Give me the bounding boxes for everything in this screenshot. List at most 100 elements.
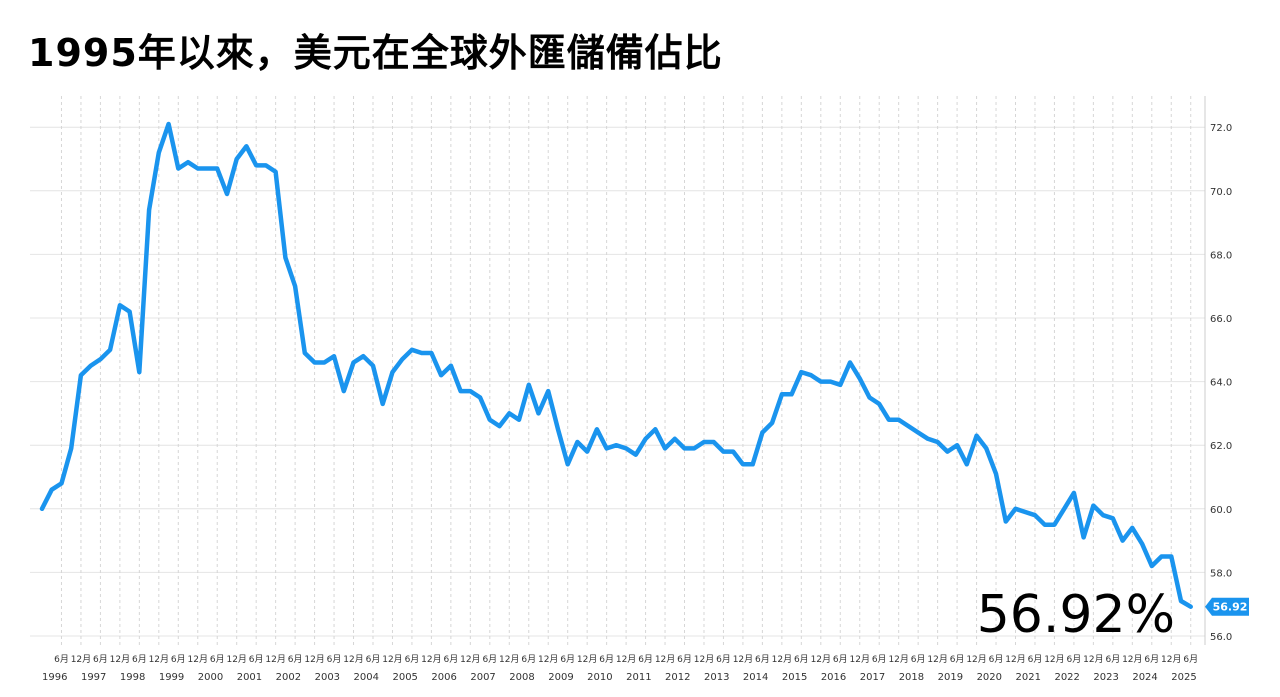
data-point xyxy=(731,450,735,454)
data-point xyxy=(1130,526,1134,530)
data-point xyxy=(653,427,657,431)
data-point xyxy=(975,434,979,438)
x-year-label: 2006 xyxy=(431,672,456,683)
data-point xyxy=(556,427,560,431)
data-point xyxy=(79,373,83,377)
data-point xyxy=(235,157,239,161)
data-point xyxy=(683,446,686,450)
data-point xyxy=(50,488,54,492)
y-tick-label: 66.0 xyxy=(1210,314,1232,325)
data-point xyxy=(69,446,73,450)
axis-layer: 56.058.060.062.064.066.068.070.072.06月 12… xyxy=(42,96,1232,683)
x-month-label: 6月 xyxy=(989,654,1004,665)
data-point xyxy=(916,431,920,434)
data-point xyxy=(293,284,297,288)
data-point xyxy=(381,402,385,406)
data-point xyxy=(507,411,511,415)
label-layer: 56.92% 56.92 xyxy=(977,585,1249,645)
data-point xyxy=(498,424,501,428)
x-month-label: 12月 xyxy=(616,654,636,665)
x-month-label: 12月 xyxy=(927,654,947,665)
x-month-label: 6月 xyxy=(1028,654,1043,665)
x-month-label: 12月 xyxy=(382,654,402,665)
x-month-label: 12月 xyxy=(304,654,324,665)
x-month-label: 6月 xyxy=(833,654,848,665)
data-point xyxy=(147,208,151,212)
data-point xyxy=(420,351,424,355)
data-point xyxy=(819,380,823,384)
data-point xyxy=(468,389,472,393)
y-tick-label: 60.0 xyxy=(1210,505,1232,516)
data-point xyxy=(118,303,122,307)
x-month-label: 12月 xyxy=(421,654,441,665)
x-month-label: 6月 xyxy=(171,654,186,665)
data-point xyxy=(361,354,365,358)
x-month-label: 6月 xyxy=(482,654,497,665)
y-tick-label: 56.0 xyxy=(1210,632,1232,643)
line-layer xyxy=(39,121,1193,609)
x-month-label: 12月 xyxy=(343,654,363,665)
data-point xyxy=(1160,555,1163,558)
x-year-label: 2005 xyxy=(392,672,417,683)
x-year-label: 2025 xyxy=(1171,672,1196,683)
data-point xyxy=(546,389,550,393)
data-point xyxy=(780,392,784,396)
data-point xyxy=(517,418,521,422)
x-month-label: 12月 xyxy=(888,654,908,665)
x-year-label: 2009 xyxy=(548,672,573,683)
x-month-label: 6月 xyxy=(444,654,459,665)
data-point xyxy=(848,361,852,364)
data-point xyxy=(790,392,794,396)
x-month-label: 12月 xyxy=(1005,654,1025,665)
data-point xyxy=(644,437,648,441)
y-tick-label: 62.0 xyxy=(1210,441,1232,452)
data-point xyxy=(955,443,959,447)
x-month-label: 12月 xyxy=(499,654,519,665)
x-year-label: 1998 xyxy=(120,672,145,683)
x-month-label: 6月 xyxy=(1144,654,1159,665)
data-point xyxy=(566,462,570,466)
x-month-label: 12月 xyxy=(71,654,91,665)
last-value-badge-text: 56.92 xyxy=(1213,601,1248,614)
data-point xyxy=(1189,605,1193,609)
data-point xyxy=(527,383,531,387)
x-month-label: 12月 xyxy=(1122,654,1142,665)
x-year-label: 1999 xyxy=(159,672,184,683)
x-month-label: 6月 xyxy=(911,654,926,665)
data-point xyxy=(984,446,988,450)
y-tick-label: 68.0 xyxy=(1210,250,1232,261)
data-point xyxy=(303,351,307,355)
series-line xyxy=(39,121,1193,609)
data-point xyxy=(244,144,248,148)
data-point xyxy=(459,389,463,393)
x-month-label: 6月 xyxy=(288,654,303,665)
data-point xyxy=(1179,599,1183,603)
x-year-label: 2022 xyxy=(1054,672,1079,683)
x-month-label: 6月 xyxy=(599,654,614,665)
x-month-label: 6月 xyxy=(1067,654,1082,665)
x-year-label: 2008 xyxy=(509,672,534,683)
x-month-label: 12月 xyxy=(733,654,753,665)
x-month-label: 6月 xyxy=(405,654,420,665)
x-year-label: 2023 xyxy=(1093,672,1118,683)
data-point xyxy=(410,348,414,352)
data-point xyxy=(1091,504,1095,508)
x-month-label: 6月 xyxy=(132,654,147,665)
y-tick-label: 72.0 xyxy=(1210,123,1232,134)
x-month-label: 6月 xyxy=(1105,654,1120,665)
data-point xyxy=(721,450,725,454)
x-month-label: 6月 xyxy=(1183,654,1198,665)
x-year-label: 2001 xyxy=(237,672,262,683)
x-month-label: 6月 xyxy=(327,654,342,665)
data-point xyxy=(1004,520,1008,523)
x-month-label: 12月 xyxy=(110,654,130,665)
y-tick-label: 70.0 xyxy=(1210,187,1232,198)
x-month-label: 12月 xyxy=(811,654,831,665)
data-point xyxy=(1082,535,1086,539)
data-point xyxy=(926,437,930,441)
last-value-badge xyxy=(1205,597,1249,616)
data-point xyxy=(692,446,696,450)
grid-layer xyxy=(30,96,1205,645)
x-month-label: 6月 xyxy=(560,654,575,665)
data-point xyxy=(176,167,180,170)
